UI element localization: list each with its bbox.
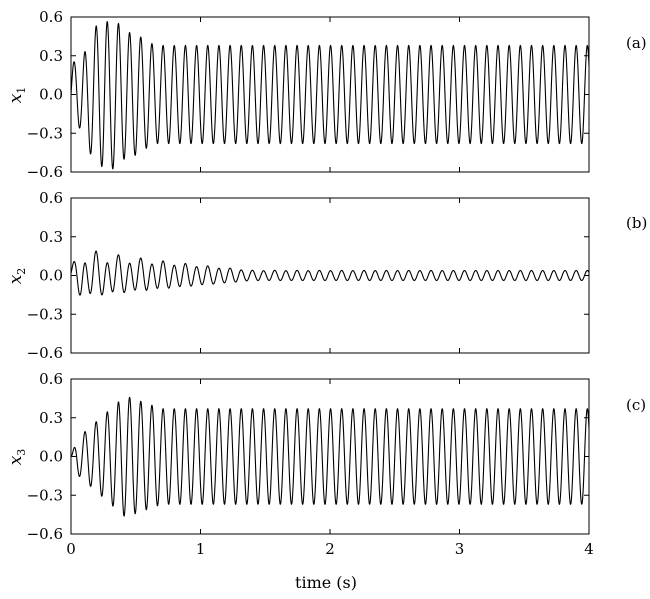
y-tick-label: −0.3 bbox=[27, 305, 63, 323]
y-tick-label: 0.0 bbox=[39, 86, 63, 104]
panel-c-yticks: −0.6 −0.3 0.0 0.3 0.6 bbox=[27, 370, 589, 543]
x-tick-label: 3 bbox=[455, 540, 465, 558]
panel-a-yticks: −0.6 −0.3 0.0 0.3 0.6 bbox=[27, 8, 589, 181]
y-tick-label: −0.6 bbox=[27, 344, 63, 362]
x-tick-label: 0 bbox=[66, 540, 76, 558]
panel-b-label: (b) bbox=[626, 214, 647, 232]
y-tick-label: −0.3 bbox=[27, 486, 63, 504]
panel-b-yticks: −0.6 −0.3 0.0 0.3 0.6 bbox=[27, 189, 589, 362]
panel-c-ylabel: x3 bbox=[6, 449, 28, 466]
y-tick-label: 0.0 bbox=[39, 448, 63, 466]
y-tick-label: 0.6 bbox=[39, 370, 63, 388]
y-tick-label: 0.6 bbox=[39, 8, 63, 26]
panel-c: −0.6 −0.3 0.0 0.3 0.6 0 1 2 3 4 x3 (c) bbox=[6, 370, 646, 558]
panel-a: −0.6 −0.3 0.0 0.3 0.6 x1 (a) bbox=[6, 8, 647, 181]
panel-a-ylabel: x1 bbox=[6, 87, 28, 104]
panel-b: −0.6 −0.3 0.0 0.3 0.6 x2 (b) bbox=[6, 189, 647, 362]
panel-b-trace bbox=[70, 250, 590, 296]
panel-a-trace bbox=[70, 21, 590, 170]
y-tick-label: 0.3 bbox=[39, 409, 63, 427]
x-tick-label: 1 bbox=[196, 540, 206, 558]
x-tick-label: 2 bbox=[325, 540, 335, 558]
y-tick-label: −0.6 bbox=[27, 525, 63, 543]
panel-c-trace bbox=[70, 396, 590, 517]
y-tick-label: −0.3 bbox=[27, 124, 63, 142]
y-tick-label: 0.0 bbox=[39, 267, 63, 285]
y-tick-label: 0.6 bbox=[39, 189, 63, 207]
panel-b-xticks bbox=[200, 198, 460, 353]
y-tick-label: 0.3 bbox=[39, 228, 63, 246]
y-tick-label: −0.6 bbox=[27, 163, 63, 181]
panel-a-label: (a) bbox=[626, 34, 647, 52]
panel-c-label: (c) bbox=[626, 396, 646, 414]
x-tick-label: 4 bbox=[584, 540, 594, 558]
panel-a-xticks bbox=[200, 17, 460, 172]
y-tick-label: 0.3 bbox=[39, 47, 63, 65]
panel-b-ylabel: x2 bbox=[6, 268, 28, 285]
panel-c-xticks: 0 1 2 3 4 bbox=[66, 379, 594, 558]
x-axis-label: time (s) bbox=[295, 573, 357, 592]
panel-b-frame bbox=[70, 197, 590, 354]
